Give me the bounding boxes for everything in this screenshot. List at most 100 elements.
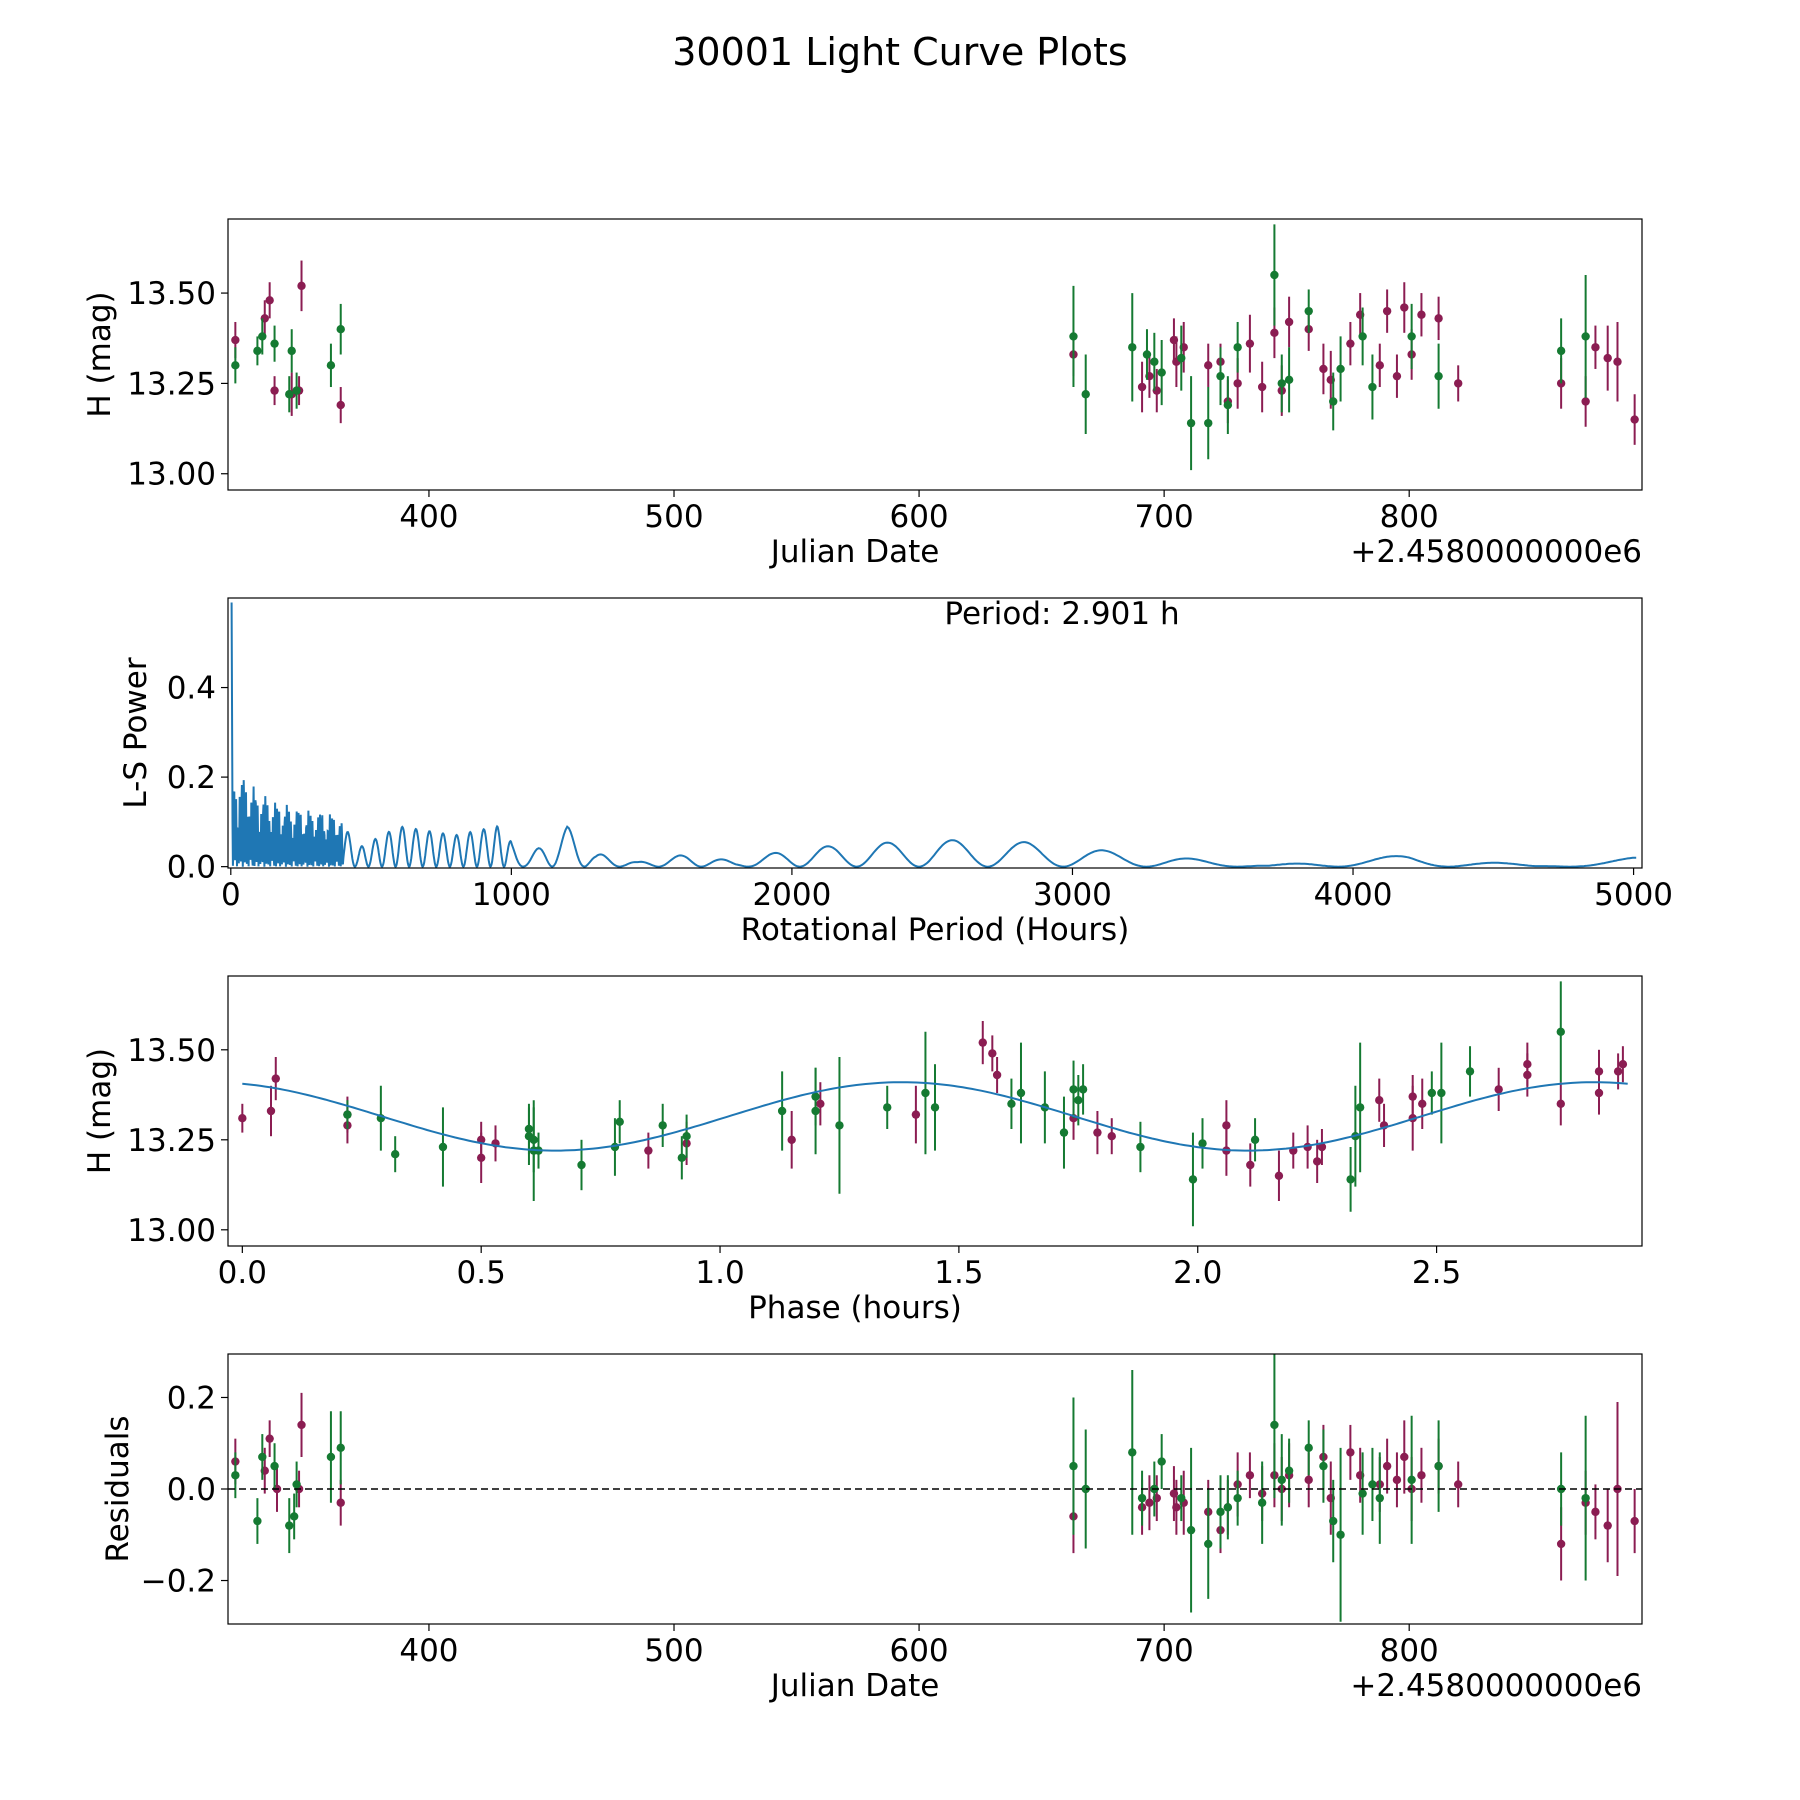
data-point xyxy=(231,1471,240,1480)
data-point xyxy=(1392,371,1402,381)
phase-folded-panel: 0.0 0.5 1.0 1.5 2.0 2.5 13.00 13.25 13.50 Phase (… xyxy=(82,975,1643,1326)
data-point xyxy=(271,1074,280,1083)
x-tick-label: 2.5 xyxy=(1412,1255,1461,1291)
data-point xyxy=(1245,1471,1255,1480)
data-point xyxy=(1204,1539,1213,1549)
data-point xyxy=(1358,1489,1367,1498)
periodogram-panel: Period: 2.901 h 0 1000 2000 3000 4000 5000 0.0 0… xyxy=(118,596,1673,948)
figure-title: 30001 Light Curve Plots xyxy=(672,30,1127,74)
data-point xyxy=(266,1106,276,1116)
data-point xyxy=(883,1103,892,1112)
data-point xyxy=(658,1121,667,1130)
x-tick-label: 0.5 xyxy=(457,1255,506,1291)
data-point xyxy=(1375,1493,1384,1503)
data-point xyxy=(297,1420,306,1430)
data-point xyxy=(1172,1503,1181,1512)
y-tick-label: 13.50 xyxy=(127,276,216,312)
data-point xyxy=(1336,1530,1345,1539)
data-point xyxy=(1186,418,1196,428)
data-point xyxy=(930,1103,940,1112)
x-tick-label: 1000 xyxy=(472,877,551,913)
x-axis-label: Julian Date xyxy=(769,534,940,570)
data-point xyxy=(1437,1088,1446,1098)
data-point xyxy=(811,1106,820,1116)
data-point xyxy=(231,361,240,370)
data-point xyxy=(1312,1157,1322,1166)
data-point xyxy=(1284,375,1294,384)
data-point xyxy=(1375,1096,1384,1105)
data-point xyxy=(270,339,279,348)
data-point xyxy=(1145,1498,1154,1507)
data-point xyxy=(1069,1085,1078,1094)
data-point xyxy=(1059,1128,1069,1137)
data-point xyxy=(1581,332,1590,341)
data-point xyxy=(1317,1142,1327,1152)
data-point xyxy=(1319,364,1328,374)
data-point xyxy=(1069,1461,1078,1471)
data-point xyxy=(1319,1461,1328,1471)
x-tick-label: 3000 xyxy=(1033,877,1112,913)
data-point xyxy=(1245,339,1255,348)
x-tick-label: 1.0 xyxy=(695,1255,744,1291)
data-point xyxy=(285,1521,294,1530)
data-point xyxy=(438,1142,448,1152)
data-point xyxy=(336,1498,345,1507)
period-annotation: Period: 2.901 h xyxy=(944,596,1179,632)
data-point xyxy=(816,1099,825,1109)
data-point xyxy=(1270,1420,1279,1430)
x-tick-label: 400 xyxy=(399,1633,458,1669)
data-point xyxy=(1007,1099,1016,1109)
data-point xyxy=(1392,1475,1402,1485)
data-point xyxy=(1368,382,1377,392)
data-point xyxy=(1382,1461,1392,1471)
data-point xyxy=(1093,1128,1102,1137)
data-point xyxy=(644,1146,653,1155)
plot-frame xyxy=(227,218,1643,491)
data-point xyxy=(1346,1448,1355,1457)
data-point xyxy=(265,296,274,305)
data-point xyxy=(1346,1175,1355,1184)
data-point xyxy=(1081,1484,1090,1494)
data-point xyxy=(1417,310,1426,319)
data-point xyxy=(1137,1493,1147,1503)
y-axis-label: Residuals xyxy=(100,1415,136,1562)
data-point xyxy=(911,1110,921,1119)
x-offset-label: +2.4580000000e6 xyxy=(1350,1668,1642,1704)
y-axis-label: L-S Power xyxy=(118,657,154,808)
x-offset-label: +2.4580000000e6 xyxy=(1350,534,1642,570)
data-point xyxy=(1233,1493,1242,1503)
data-point xyxy=(1304,1443,1313,1453)
data-point xyxy=(1613,1067,1623,1076)
data-point xyxy=(1494,1085,1503,1094)
data-point xyxy=(1603,353,1612,363)
data-point xyxy=(777,1106,787,1116)
plot-area xyxy=(230,602,1637,868)
x-tick-label: 4000 xyxy=(1314,877,1393,913)
data-point xyxy=(1556,346,1566,356)
data-point xyxy=(336,400,345,410)
data-point xyxy=(1418,1099,1427,1109)
data-point xyxy=(1150,357,1159,366)
x-tick-label: 500 xyxy=(644,499,703,535)
data-point xyxy=(529,1135,538,1145)
x-tick-label: 800 xyxy=(1380,499,1439,535)
data-point xyxy=(1434,1461,1443,1471)
x-tick-label: 2000 xyxy=(752,877,831,913)
y-tick-label: 13.00 xyxy=(127,457,216,493)
data-point xyxy=(1581,1493,1590,1503)
data-point xyxy=(921,1088,930,1098)
data-point xyxy=(1204,361,1213,370)
data-point xyxy=(292,1480,301,1489)
data-point xyxy=(231,335,240,345)
periodogram-line xyxy=(230,602,1637,868)
x-tick-label: 700 xyxy=(1135,1633,1194,1669)
data-point xyxy=(258,332,267,341)
data-point xyxy=(1233,343,1242,352)
data-point xyxy=(1603,1521,1612,1530)
data-point xyxy=(1223,1503,1233,1512)
plot-area xyxy=(228,1354,1642,1622)
y-tick-label: 0.4 xyxy=(167,671,216,707)
data-point xyxy=(1284,1466,1294,1475)
data-point xyxy=(1186,1525,1196,1535)
data-point xyxy=(1368,1480,1377,1489)
